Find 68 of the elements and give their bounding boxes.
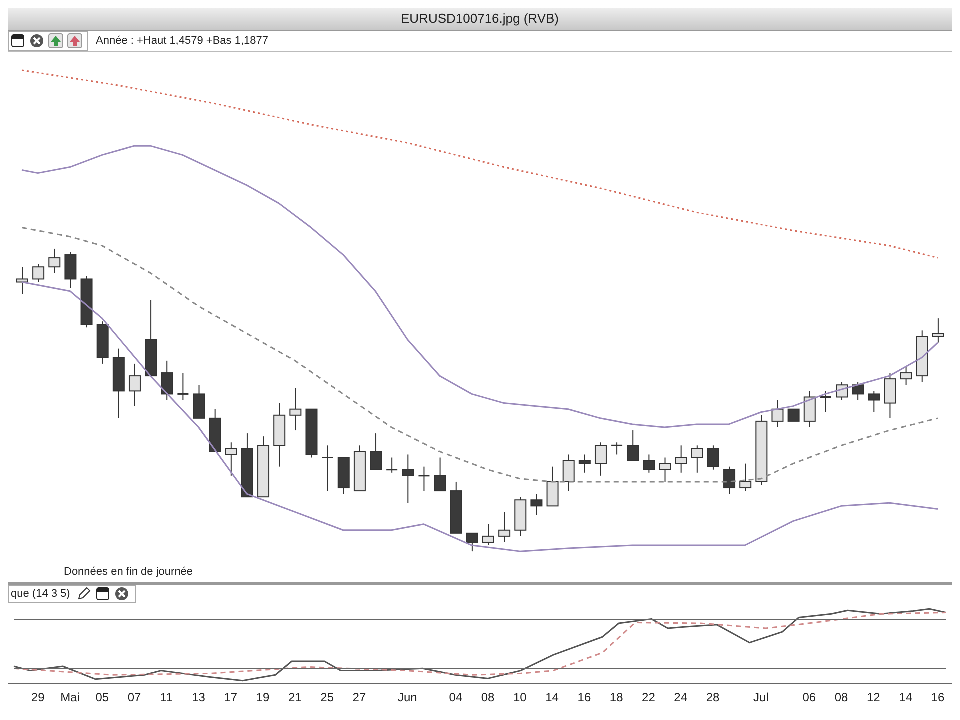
candlestick	[482, 524, 494, 546]
x-tick-label: 21	[288, 690, 302, 705]
candlestick	[161, 360, 174, 401]
candlestick	[932, 318, 944, 344]
x-tick-label: 13	[192, 690, 206, 705]
x-tick-label: 06	[802, 690, 816, 705]
candlestick	[788, 408, 800, 422]
candlestick	[562, 454, 575, 492]
candlestick	[643, 454, 656, 474]
x-tick-label: 07	[128, 690, 142, 705]
x-tick-label: 17	[224, 690, 238, 705]
candlestick	[290, 388, 302, 432]
x-tick-label: Jun	[398, 690, 418, 705]
x-tick-label: 22	[642, 690, 656, 705]
x-tick-label: 29	[31, 690, 46, 705]
candlestick	[627, 430, 640, 462]
candlestick	[868, 390, 880, 413]
x-tick-label: 28	[706, 690, 720, 705]
x-tick-label: 18	[610, 690, 624, 705]
candlestick	[466, 532, 478, 552]
x-tick-label: 16	[578, 690, 592, 705]
candlestick	[434, 457, 446, 492]
text: Données en fin de journée	[64, 566, 194, 578]
candlestick	[707, 445, 720, 470]
chart-title: que (14 3 5)	[11, 588, 70, 600]
candlestick	[691, 445, 704, 474]
candlestick	[772, 400, 784, 428]
x-tick-label: 08	[481, 690, 496, 705]
x-tick-label: 11	[160, 690, 174, 705]
x-tick-label: 27	[352, 690, 366, 705]
candlestick	[386, 457, 398, 474]
x-tick-label: 04	[449, 690, 463, 705]
x-tick-label: 12	[867, 690, 881, 705]
candlestick	[594, 442, 607, 476]
x-tick-label: 16	[931, 690, 945, 705]
candlestick	[530, 494, 543, 516]
x-tick-label: 08	[834, 690, 849, 705]
x-tick-label: 05	[96, 690, 110, 705]
candlestick	[610, 442, 624, 456]
x-tick-label: Mai	[60, 690, 80, 705]
x-tick-label: 14	[546, 690, 560, 705]
candlestick	[724, 466, 736, 495]
candlestick	[820, 390, 832, 413]
candlestick	[675, 445, 688, 474]
candlestick	[48, 248, 61, 274]
chart-subtitle: Année : +Haut 1,4579 +Bas 1,1877	[96, 35, 268, 47]
x-tick-label: 14	[899, 690, 913, 705]
candlestick	[659, 457, 672, 482]
candlestick	[225, 442, 238, 476]
candlestick	[578, 454, 591, 474]
candlestick	[740, 463, 752, 492]
chart-title: EURUSD100716.jpg (RVB)	[8, 8, 952, 31]
candlestick	[402, 454, 414, 504]
x-tick-label: Jul	[754, 690, 769, 705]
candlestick	[852, 382, 864, 401]
x-tick-label: 10	[513, 690, 528, 705]
candlestick	[322, 445, 334, 492]
candlestick	[498, 512, 511, 543]
candlestick	[128, 363, 141, 407]
candlestick	[418, 466, 430, 492]
candlestick	[900, 366, 912, 386]
x-tick-label: 19	[256, 690, 270, 705]
candlestick	[32, 264, 45, 283]
x-tick-label: 25	[320, 690, 334, 705]
x-tick-label: 24	[674, 690, 688, 705]
candlestick	[16, 266, 28, 295]
candlestick	[176, 372, 190, 401]
candlestick	[370, 433, 382, 470]
